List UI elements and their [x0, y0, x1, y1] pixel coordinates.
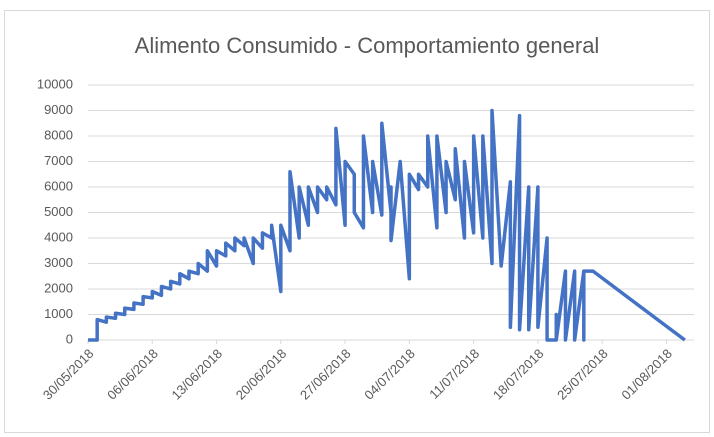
y-tick-label: 7000	[44, 153, 73, 168]
y-tick-label: 2000	[44, 280, 73, 295]
y-tick-label: 6000	[44, 178, 73, 193]
y-tick-label: 3000	[44, 255, 73, 270]
y-tick-label: 5000	[44, 204, 73, 219]
y-tick-label: 0	[66, 331, 73, 346]
chart-title: Alimento Consumido - Comportamiento gene…	[135, 33, 600, 58]
y-tick-label: 9000	[44, 102, 73, 117]
data-line	[88, 108, 686, 342]
y-tick-label: 8000	[44, 127, 73, 142]
y-tick-label: 1000	[44, 306, 73, 321]
chart-frame	[4, 10, 710, 433]
y-tick-label: 10000	[37, 76, 73, 91]
y-tick-label: 4000	[44, 229, 73, 244]
